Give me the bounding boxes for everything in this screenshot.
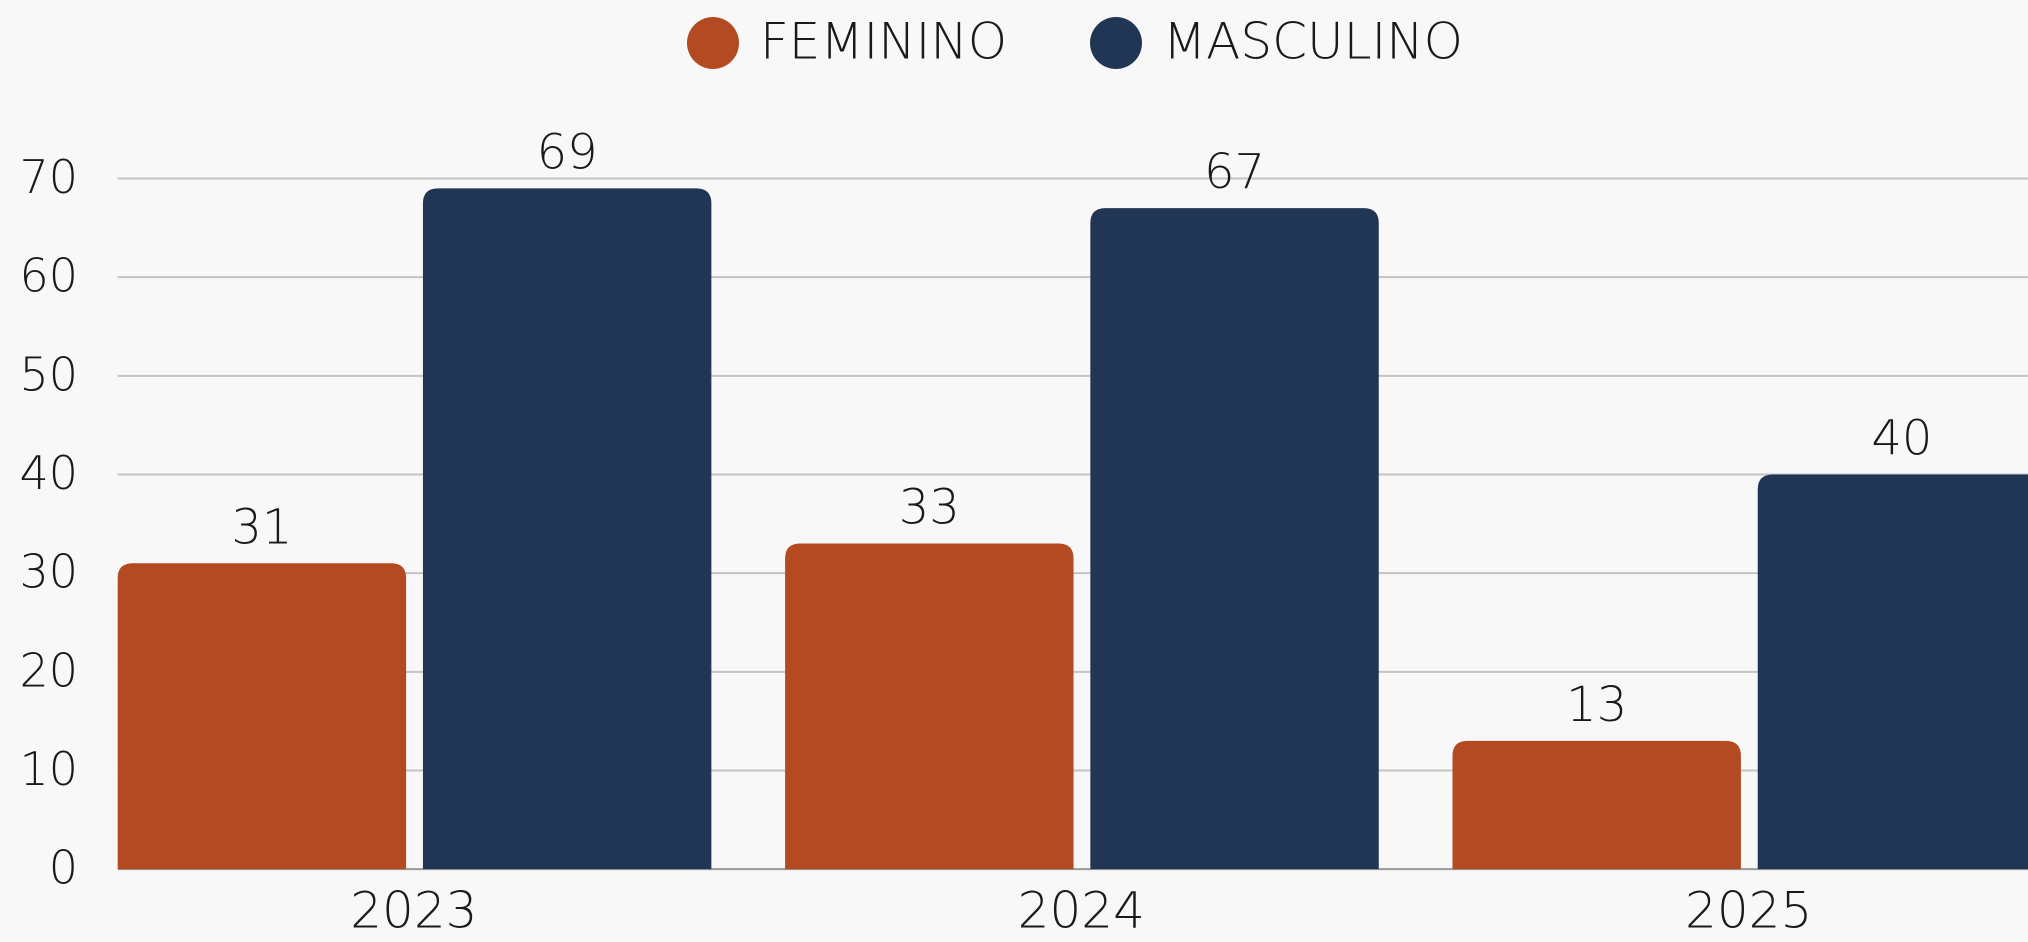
x-tick-label: 2025 xyxy=(1685,882,1812,940)
bar xyxy=(785,543,1074,870)
x-tick-label: 2024 xyxy=(1018,882,1145,940)
bar xyxy=(117,563,407,870)
x-tick-label: 2023 xyxy=(350,882,477,940)
value-label: 67 xyxy=(1204,144,1265,200)
y-tick-label: 0 xyxy=(49,841,78,895)
y-tick-label: 20 xyxy=(19,643,78,697)
y-tick-label: 60 xyxy=(19,249,78,303)
y-tick-label: 30 xyxy=(19,545,78,599)
legend-swatch xyxy=(1090,17,1142,69)
value-label: 31 xyxy=(231,499,292,555)
bar xyxy=(422,188,712,870)
bar xyxy=(1090,208,1379,870)
value-label: 13 xyxy=(1566,677,1627,733)
value-label: 69 xyxy=(537,124,598,180)
y-tick-label: 40 xyxy=(19,446,78,500)
legend-label: FEMININO xyxy=(760,13,1007,71)
value-label: 40 xyxy=(1871,410,1932,466)
value-label: 33 xyxy=(899,480,960,536)
y-tick-label: 50 xyxy=(19,347,78,401)
bar xyxy=(1452,740,1741,870)
legend-swatch xyxy=(687,17,739,69)
bar xyxy=(1757,474,2028,870)
y-tick-label: 70 xyxy=(19,150,78,204)
y-tick-label: 10 xyxy=(19,742,78,796)
legend-label: MASCULINO xyxy=(1163,13,1463,71)
